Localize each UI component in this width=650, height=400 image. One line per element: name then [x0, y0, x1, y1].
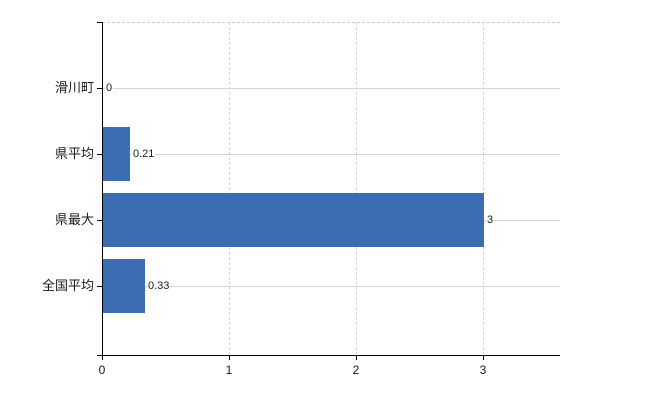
y-axis-tick: [97, 154, 102, 155]
x-axis-tick: [102, 355, 103, 360]
category-label: 滑川町: [54, 80, 94, 95]
bar-value-label: 0.21: [132, 147, 156, 161]
x-tick-label: 0: [98, 363, 106, 377]
horizontal-gridline: [102, 154, 560, 155]
vertical-gridline: [229, 22, 230, 355]
y-axis-tick: [97, 22, 102, 23]
x-axis-tick: [229, 355, 230, 360]
category-label: 全国平均: [41, 278, 94, 293]
bar-value-label: 0.33: [147, 279, 171, 293]
x-axis-line: [97, 355, 560, 356]
y-axis-tick: [97, 88, 102, 89]
y-axis-line: [102, 22, 103, 355]
x-tick-label: 2: [352, 363, 360, 377]
horizontal-gridline: [102, 286, 560, 287]
category-label: 県平均: [54, 146, 94, 161]
bar-value-label: 0: [105, 81, 114, 95]
y-axis-tick: [97, 286, 102, 287]
bar-value-label: 3: [486, 213, 495, 227]
x-axis-tick: [356, 355, 357, 360]
bar: [103, 259, 145, 313]
horizontal-gridline: [102, 88, 560, 89]
x-tick-label: 1: [225, 363, 233, 377]
vertical-gridline: [356, 22, 357, 355]
plot-top-border: [102, 22, 560, 23]
vertical-gridline: [483, 22, 484, 355]
bar: [103, 193, 484, 247]
x-axis-tick: [483, 355, 484, 360]
bar: [103, 127, 130, 181]
category-label: 県最大: [54, 212, 94, 227]
y-axis-tick: [97, 220, 102, 221]
x-tick-label: 3: [479, 363, 487, 377]
